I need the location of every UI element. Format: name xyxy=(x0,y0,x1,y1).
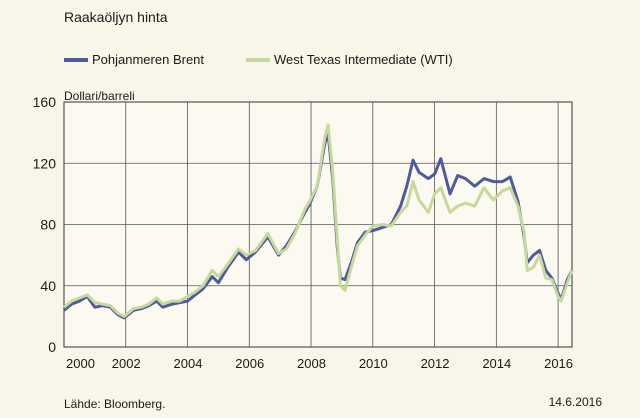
x-tick-label: 2006 xyxy=(235,356,264,371)
legend: Pohjanmeren Brent West Texas Intermediat… xyxy=(64,52,495,67)
chart-title: Raakaöljyn hinta xyxy=(64,9,168,25)
x-tick-label: 2012 xyxy=(421,356,450,371)
legend-item-wti: West Texas Intermediate (WTI) xyxy=(246,52,453,67)
date-stamp: 14.6.2016 xyxy=(548,395,602,409)
y-tick-label: 160 xyxy=(33,94,57,110)
x-tick-label: 2002 xyxy=(112,356,141,371)
x-tick-label: 2008 xyxy=(297,356,326,371)
y-tick-label: 0 xyxy=(48,339,56,355)
legend-label-wti: West Texas Intermediate (WTI) xyxy=(274,52,453,67)
legend-item-brent: Pohjanmeren Brent xyxy=(64,52,204,67)
x-tick-label: 2014 xyxy=(482,356,511,371)
y-tick-label: 80 xyxy=(40,217,56,233)
y-tick-label: 40 xyxy=(40,278,56,294)
wti-line xyxy=(63,123,574,318)
y-axis-label: Dollari/barreli xyxy=(64,89,135,103)
legend-swatch-brent xyxy=(64,57,88,62)
x-tick-label: 2004 xyxy=(174,356,203,371)
x-tick-label: 2000 xyxy=(66,356,95,371)
y-tick-label: 120 xyxy=(33,155,57,171)
x-tick-label: 2016 xyxy=(544,356,573,371)
x-tick-label: 2010 xyxy=(359,356,388,371)
legend-label-brent: Pohjanmeren Brent xyxy=(92,52,205,67)
source-note: Lähde: Bloomberg. xyxy=(64,397,166,411)
legend-swatch-wti xyxy=(246,57,271,62)
